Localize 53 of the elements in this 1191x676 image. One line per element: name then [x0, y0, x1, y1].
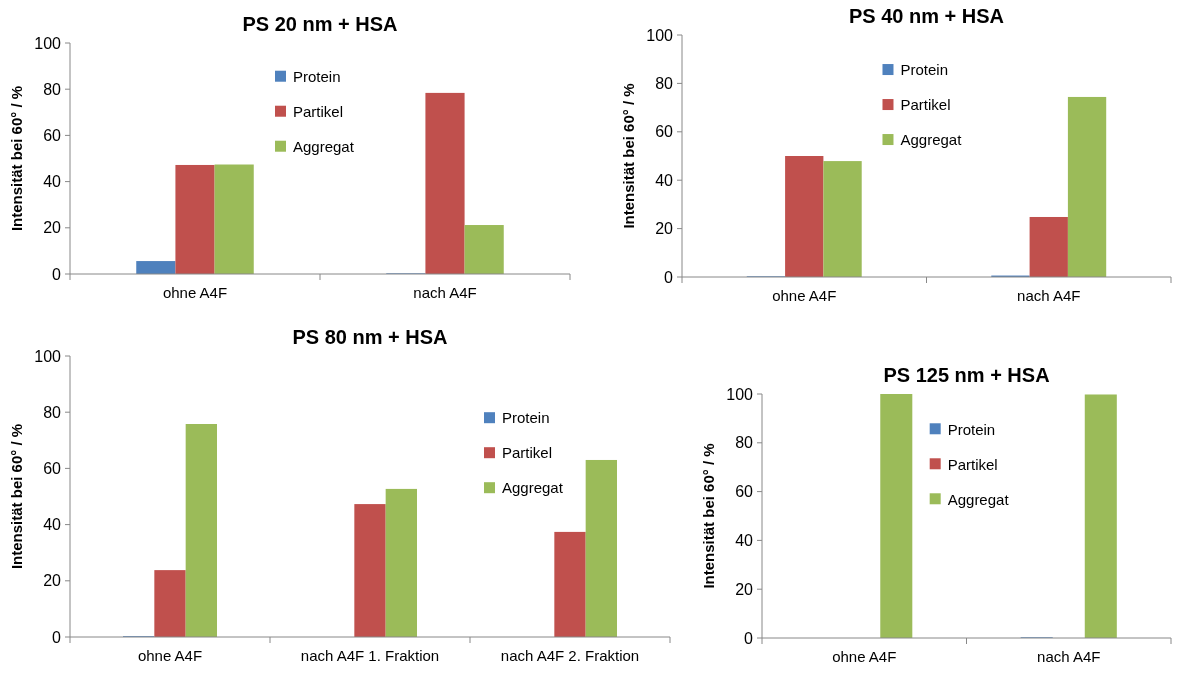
legend-label: Aggregat: [947, 490, 1010, 508]
y-axis-title: Intensität bei 60° / %: [700, 443, 717, 589]
y-axis-title: Intensität bei 60° / %: [620, 83, 637, 229]
x-tick-label: nach A4F: [1017, 287, 1081, 304]
y-tick-label: 0: [744, 629, 754, 647]
y-tick-label: 40: [735, 532, 754, 549]
y-tick-label: 20: [43, 572, 62, 590]
x-tick-label: ohne A4F: [832, 648, 897, 665]
chart-title: PS 40 nm + HSA: [848, 5, 1005, 27]
y-tick-label: 60: [43, 460, 62, 477]
x-tick-label: nach A4F: [413, 284, 477, 301]
legend-label: Aggregat: [900, 131, 963, 149]
y-tick-label: 0: [52, 265, 62, 283]
y-tick-label: 60: [43, 127, 62, 144]
y-tick-label: 40: [43, 173, 62, 191]
legend-label: Aggregat: [502, 479, 564, 497]
legend-label: Protein: [293, 67, 341, 85]
chart-title: PS 80 nm + HSA: [292, 326, 448, 348]
legend-label: Aggregat: [293, 137, 355, 155]
legend-label: Partikel: [293, 102, 344, 120]
legend-label: Protein: [947, 420, 996, 438]
y-axis-title: Intensität bei 60° / %: [8, 85, 25, 232]
y-tick-label: 40: [43, 516, 62, 534]
y-tick-label: 60: [655, 123, 674, 141]
chart-title: PS 125 nm + HSA: [883, 364, 1050, 386]
legend-label: Partikel: [900, 96, 951, 114]
y-tick-label: 100: [34, 34, 62, 52]
y-tick-label: 20: [735, 580, 754, 598]
y-axis-title: Intensität bei 60° / %: [8, 423, 25, 570]
y-tick-label: 80: [655, 75, 674, 92]
chart-title: PS 20 nm + HSA: [242, 13, 398, 35]
y-tick-label: 80: [43, 80, 62, 98]
x-tick-label: nach A4F: [1037, 648, 1101, 665]
y-tick-label: 80: [735, 434, 754, 452]
x-tick-label: ohne A4F: [162, 284, 228, 301]
y-tick-label: 0: [664, 268, 674, 286]
y-tick-label: 60: [735, 483, 754, 501]
legend-label: Protein: [502, 409, 550, 427]
legend-label: Partikel: [947, 455, 998, 473]
x-tick-label: nach A4F 1. Fraktion: [300, 647, 440, 664]
y-tick-label: 100: [646, 26, 674, 44]
y-tick-label: 80: [43, 403, 62, 421]
legend-label: Partikel: [502, 444, 553, 462]
y-tick-label: 20: [655, 220, 674, 238]
y-tick-label: 20: [43, 219, 62, 237]
x-tick-label: ohne A4F: [772, 287, 837, 304]
y-tick-label: 40: [655, 171, 674, 189]
y-tick-label: 0: [52, 628, 62, 646]
x-tick-label: ohne A4F: [137, 647, 203, 664]
y-tick-label: 100: [34, 347, 62, 365]
y-tick-label: 100: [726, 385, 754, 403]
legend-label: Protein: [900, 61, 949, 79]
x-tick-label: nach A4F 2. Fraktion: [500, 647, 640, 664]
